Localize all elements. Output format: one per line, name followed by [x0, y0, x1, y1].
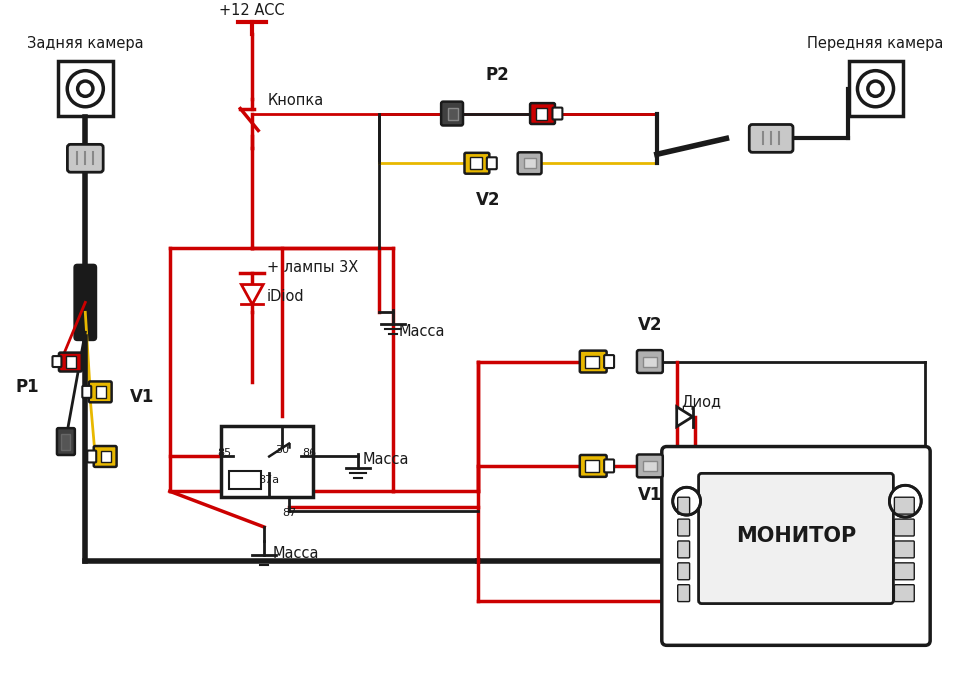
Circle shape: [889, 485, 922, 517]
Text: V2: V2: [637, 316, 662, 334]
FancyBboxPatch shape: [530, 103, 555, 124]
Text: Задняя камера: Задняя камера: [27, 36, 144, 51]
FancyBboxPatch shape: [604, 355, 614, 368]
FancyBboxPatch shape: [678, 541, 689, 558]
FancyBboxPatch shape: [636, 350, 662, 373]
FancyBboxPatch shape: [83, 386, 91, 398]
FancyBboxPatch shape: [678, 519, 689, 536]
Bar: [96, 386, 107, 398]
Bar: [536, 108, 547, 120]
FancyBboxPatch shape: [699, 473, 894, 603]
Text: Масса: Масса: [398, 324, 444, 340]
FancyBboxPatch shape: [895, 563, 914, 580]
FancyBboxPatch shape: [552, 108, 563, 120]
Polygon shape: [241, 284, 263, 304]
Text: V1: V1: [130, 388, 155, 406]
Text: + лампы 3Х: + лампы 3Х: [267, 260, 358, 275]
Text: P1: P1: [15, 378, 39, 396]
FancyBboxPatch shape: [580, 351, 607, 372]
FancyBboxPatch shape: [636, 454, 662, 477]
Text: Масса: Масса: [272, 546, 319, 561]
Text: 30: 30: [276, 444, 289, 454]
Text: Диод: Диод: [682, 394, 722, 410]
FancyBboxPatch shape: [487, 158, 496, 169]
Bar: [66, 356, 77, 368]
Text: V1: V1: [637, 486, 662, 504]
FancyBboxPatch shape: [59, 353, 82, 372]
FancyBboxPatch shape: [678, 563, 689, 580]
FancyBboxPatch shape: [517, 153, 541, 174]
Text: V2: V2: [475, 191, 500, 209]
Bar: [222, 426, 313, 497]
FancyBboxPatch shape: [53, 356, 61, 367]
Bar: [470, 158, 482, 169]
FancyBboxPatch shape: [895, 541, 914, 558]
Bar: [229, 471, 261, 489]
Bar: [59, 61, 113, 116]
FancyBboxPatch shape: [895, 584, 914, 601]
Text: 87a: 87a: [258, 475, 279, 485]
FancyBboxPatch shape: [749, 125, 793, 153]
FancyBboxPatch shape: [442, 102, 463, 125]
Text: Передняя камера: Передняя камера: [807, 36, 944, 51]
Bar: [448, 108, 458, 120]
Bar: [586, 356, 599, 368]
Bar: [586, 461, 599, 473]
Text: Масса: Масса: [363, 452, 409, 466]
FancyBboxPatch shape: [678, 497, 689, 514]
Text: Кнопка: Кнопка: [267, 93, 324, 108]
Text: 85: 85: [217, 447, 231, 458]
Circle shape: [673, 487, 701, 515]
FancyBboxPatch shape: [87, 451, 96, 463]
FancyBboxPatch shape: [580, 455, 607, 477]
Bar: [101, 451, 111, 463]
FancyBboxPatch shape: [604, 459, 614, 473]
FancyBboxPatch shape: [895, 497, 914, 514]
Text: 87: 87: [282, 508, 297, 518]
Bar: [523, 158, 536, 168]
Text: +12 ACC: +12 ACC: [220, 3, 285, 18]
Text: iDiod: iDiod: [266, 289, 303, 304]
Bar: [61, 433, 70, 449]
FancyBboxPatch shape: [57, 428, 75, 455]
Polygon shape: [677, 407, 692, 427]
FancyBboxPatch shape: [67, 144, 103, 172]
FancyBboxPatch shape: [895, 519, 914, 536]
Bar: [849, 61, 903, 116]
Bar: [643, 461, 657, 471]
FancyBboxPatch shape: [661, 447, 930, 645]
Bar: [643, 357, 657, 367]
FancyBboxPatch shape: [678, 584, 689, 601]
Text: 86: 86: [301, 447, 316, 458]
FancyBboxPatch shape: [73, 264, 97, 341]
FancyBboxPatch shape: [465, 153, 490, 174]
Text: МОНИТОР: МОНИТОР: [736, 526, 856, 546]
FancyBboxPatch shape: [94, 446, 116, 467]
Text: P2: P2: [486, 66, 510, 84]
FancyBboxPatch shape: [88, 382, 111, 402]
